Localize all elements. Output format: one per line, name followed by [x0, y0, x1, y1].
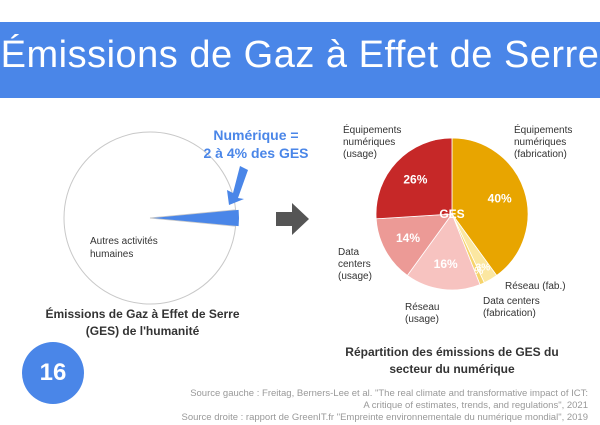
source-line-3: Source droite : rapport de GreenIT.fr "E…: [181, 412, 588, 423]
label-dc-usage-l2: centers: [338, 259, 371, 270]
slice-equipements-numeriques-fabrication: [451, 137, 529, 277]
label-dc-usage-l1: Data: [338, 247, 360, 258]
label-dc-fab-l2: (fabrication): [483, 308, 536, 319]
data-label-data-centers-usage: 14%: [396, 231, 420, 245]
page-title: Émissions de Gaz à Effet de Serre: [0, 34, 600, 76]
label-devices-fab-l2: numériques: [514, 137, 566, 148]
label-dc-usage: Data centers (usage): [338, 247, 374, 282]
page-number: 16: [39, 359, 67, 386]
label-dc-fab: Data centers (fabrication): [483, 296, 542, 319]
slice-reseau-usage: [406, 213, 481, 291]
label-devices-fab-l3: (fabrication): [514, 149, 567, 160]
label-dc-usage-l3: (usage): [338, 271, 372, 282]
data-label-data-centers-fabrication: 3%: [476, 262, 491, 273]
data-label-equipements-numeriques-usage: 26%: [403, 173, 427, 187]
pie-center-label: GES: [439, 207, 464, 221]
right-arrow-icon: [276, 203, 309, 235]
slice-data-centers-usage: [375, 213, 453, 277]
page-number-badge: 16: [22, 342, 84, 404]
right-chart-caption: Répartition des émissions de GES du sect…: [322, 344, 582, 378]
callout-line-1: Numérique =: [213, 127, 298, 143]
data-label-equipements-numeriques-fabrication: 40%: [488, 192, 512, 206]
digital-sector-pie: 40% 3%1% 16% 14% 26%: [375, 137, 529, 291]
callout-line-2: 2 à 4% des GES: [203, 145, 308, 161]
label-network-usage: Réseau (usage): [405, 302, 442, 325]
slice-numerique: [153, 209, 240, 227]
callout-arrow: [227, 166, 248, 205]
other-activities-label-2: humaines: [90, 249, 133, 260]
left-caption-line-2: (GES) de l'humanité: [85, 324, 200, 338]
label-devices-fab-l1: Équipements: [514, 123, 572, 136]
label-dc-fab-l1: Data centers: [483, 296, 540, 307]
label-devices-usage-l2: numériques: [343, 137, 395, 148]
humanity-ghg-pie: [63, 131, 240, 305]
label-devices-usage-l3: (usage): [343, 149, 377, 160]
left-chart-caption: Émissions de Gaz à Effet de Serre (GES) …: [20, 306, 265, 340]
label-devices-fab: Équipements numériques (fabrication): [514, 123, 575, 160]
source-line-2: A critique of estimates, trends, and reg…: [363, 400, 588, 411]
sources: Source gauche : Freitag, Berners-Lee et …: [148, 388, 588, 424]
data-label-reseau-usage: 16%: [434, 257, 458, 271]
label-network-fab: Réseau (fab.): [505, 281, 566, 292]
label-network-usage-l2: (usage): [405, 314, 439, 325]
data-label-reseau-fab: 1%: [469, 266, 484, 277]
left-caption-line-1: Émissions de Gaz à Effet de Serre: [45, 307, 240, 321]
label-devices-usage-l1: Équipements: [343, 123, 401, 136]
slice-autres-activites-humaines: [63, 131, 237, 305]
other-activities-label-1: Autres activités: [90, 236, 158, 247]
label-network-usage-l1: Réseau: [405, 302, 439, 313]
slice-equipements-numeriques-usage: [375, 137, 453, 220]
label-devices-usage: Équipements numériques (usage): [343, 123, 404, 160]
right-caption-line-2: secteur du numérique: [389, 362, 515, 376]
source-line-1: Source gauche : Freitag, Berners-Lee et …: [190, 388, 588, 399]
right-caption-line-1: Répartition des émissions de GES du: [345, 345, 559, 359]
title-banner: Émissions de Gaz à Effet de Serre: [0, 22, 600, 98]
